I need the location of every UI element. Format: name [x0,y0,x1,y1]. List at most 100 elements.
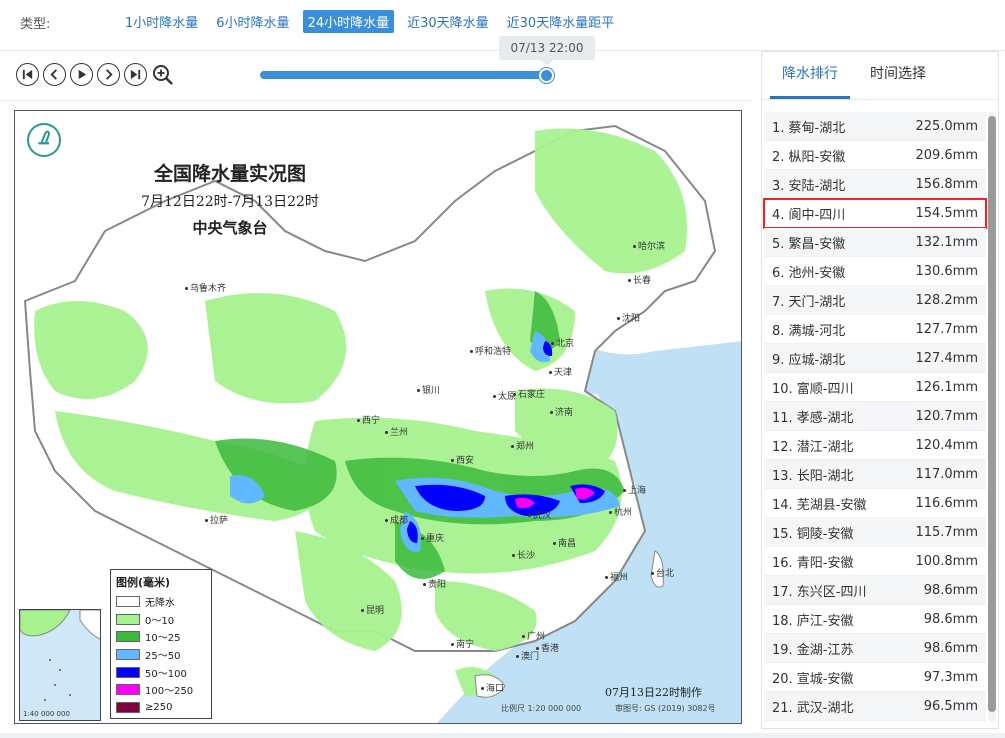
list-item[interactable]: 6. 池州-安徽 130.6mm [764,257,986,286]
list-item[interactable]: 1. 蔡甸-湖北 225.0mm [764,112,986,141]
legend-swatch [116,631,140,643]
city-label: 海口 [481,681,504,694]
type-tab-30d-anomaly[interactable]: 近30天降水量距平 [506,16,615,31]
first-frame-button[interactable] [16,63,39,86]
time-slider-track[interactable] [260,71,548,79]
type-tab-6h[interactable]: 6小时降水量 [216,16,290,31]
map-approval-number: 审图号: GS (2019) 3082号 [615,704,716,713]
ranking-scrollbar[interactable] [988,112,996,722]
last-frame-icon [130,69,141,80]
legend-item: 100～250 [116,681,206,699]
city-label: 杭州 [609,505,632,518]
list-item[interactable]: 20. 宣城-安徽 97.3mm [764,663,986,692]
legend-item: 50～100 [116,663,206,681]
list-item[interactable]: 7. 天门-湖北 128.2mm [764,286,986,315]
type-tab-24h[interactable]: 24小时降水量 [302,10,395,33]
map-title: 全国降水量实况图 [153,163,306,185]
south-china-sea-inset: 1:40 000 000 [19,609,101,721]
city-label: 武汉 [528,508,551,521]
next-button[interactable] [97,63,120,86]
play-button[interactable] [70,63,93,86]
legend-swatch [116,701,140,713]
type-bar: 类型: 1小时降水量 6小时降水量 24小时降水量 近30天降水量 近30天降水… [0,0,1005,44]
list-item[interactable]: 3. 安陆-湖北 156.8mm [764,170,986,199]
city-label: 广州 [522,629,545,642]
city-label: 济南 [550,405,573,418]
precipitation-map: ࡈ 全国降水量实况图 7月12日22时-7月13日22时 中央气象台 乌鲁木齐 … [14,110,742,724]
time-tooltip: 07/13 22:00 [499,36,595,66]
list-item[interactable]: 15. 铜陵-安徽 115.7mm [764,518,986,547]
prev-icon [50,69,58,80]
list-item[interactable]: 12. 潜江-湖北 120.4mm [764,431,986,460]
city-label: 澳门 [516,649,539,662]
next-icon [105,69,113,80]
list-item[interactable]: 11. 孝感-湖北 120.7mm [764,402,986,431]
legend-swatch [116,666,140,678]
ranking-panel: 降水排行 时间选择 1. 蔡甸-湖北 225.0mm 2. 枞阳-安徽 209.6m… [761,51,999,729]
city-label: 台北 [651,566,674,579]
list-item[interactable]: 17. 东兴区-四川 98.6mm [764,576,986,605]
divider [0,100,752,101]
city-label: 天津 [549,365,572,378]
last-frame-button[interactable] [124,63,147,86]
legend-item: ≥250 [116,699,206,717]
cma-logo-icon: ࡈ [27,123,61,157]
list-item[interactable]: 16. 青阳-安徽 100.8mm [764,547,986,576]
city-label: 郑州 [511,439,534,452]
footer-strip [0,733,1005,738]
city-label: 长沙 [512,548,535,561]
legend-swatch [116,649,140,661]
map-subtitle: 7月12日22时-7月13日22时 [141,194,319,210]
city-label: 西宁 [357,413,380,426]
tab-ranking[interactable]: 降水排行 [770,52,850,99]
china-map-graphic [23,124,741,723]
city-label: 北京 [551,336,574,349]
type-tab-1h[interactable]: 1小时降水量 [125,16,199,31]
legend-item: 25～50 [116,646,206,664]
time-slider-handle[interactable] [539,68,554,83]
city-label: 西安 [451,453,474,466]
list-item[interactable]: 5. 繁昌-安徽 132.1mm [764,228,986,257]
city-label: 长春 [628,273,651,286]
city-label: 拉萨 [205,513,228,526]
legend-swatch [116,613,140,625]
zoom-in-button[interactable] [151,63,174,86]
type-tab-30d[interactable]: 近30天降水量 [407,16,489,31]
city-label: 石家庄 [513,387,545,400]
city-label: 兰州 [385,425,408,438]
city-label: 重庆 [421,531,444,544]
list-item-highlighted[interactable]: 4. 阆中-四川 154.5mm [763,198,987,229]
list-item[interactable]: 8. 满城-河北 127.7mm [764,315,986,344]
legend-item: 无降水 [116,593,206,611]
map-made-time: 07月13日22时制作 [605,686,702,699]
city-label: 香港 [536,641,559,654]
type-label: 类型: [20,17,51,32]
legend-swatch [116,596,140,608]
city-label: 沈阳 [617,311,640,324]
prev-button[interactable] [43,63,66,86]
tab-time-select[interactable]: 时间选择 [870,66,926,82]
type-tabs: 1小时降水量 6小时降水量 24小时降水量 近30天降水量 近30天降水量距平 [120,10,619,33]
list-item[interactable]: 18. 庐江-安徽 98.6mm [764,605,986,634]
city-label: 银川 [417,383,440,396]
inset-scale: 1:40 000 000 [23,710,70,718]
city-label: 上海 [623,483,646,496]
legend-swatch [116,684,140,696]
list-item[interactable]: 13. 长阳-湖北 117.0mm [764,460,986,489]
list-item[interactable]: 21. 武汉-湖北 96.5mm [764,692,986,721]
legend-item: 0～10 [116,611,206,629]
list-item[interactable]: 10. 富顺-四川 126.1mm [764,373,986,402]
map-scale: 比例尺 1:20 000 000 [501,704,582,713]
list-item[interactable]: 2. 枞阳-安徽 209.6mm [764,141,986,170]
scrollbar-thumb[interactable] [988,116,996,712]
list-item[interactable]: 9. 应城-湖北 127.4mm [764,344,986,373]
first-frame-icon [22,69,33,80]
list-item[interactable]: 14. 芜湖县-安徽 116.6mm [764,489,986,518]
city-label: 哈尔滨 [633,239,665,252]
city-label: 福州 [605,570,628,583]
legend-item: 10～25 [116,628,206,646]
list-item[interactable]: 19. 金湖-江苏 98.6mm [764,634,986,663]
city-label: 南宁 [451,637,474,650]
city-label: 贵阳 [423,577,446,590]
city-label: 乌鲁木齐 [185,281,226,294]
